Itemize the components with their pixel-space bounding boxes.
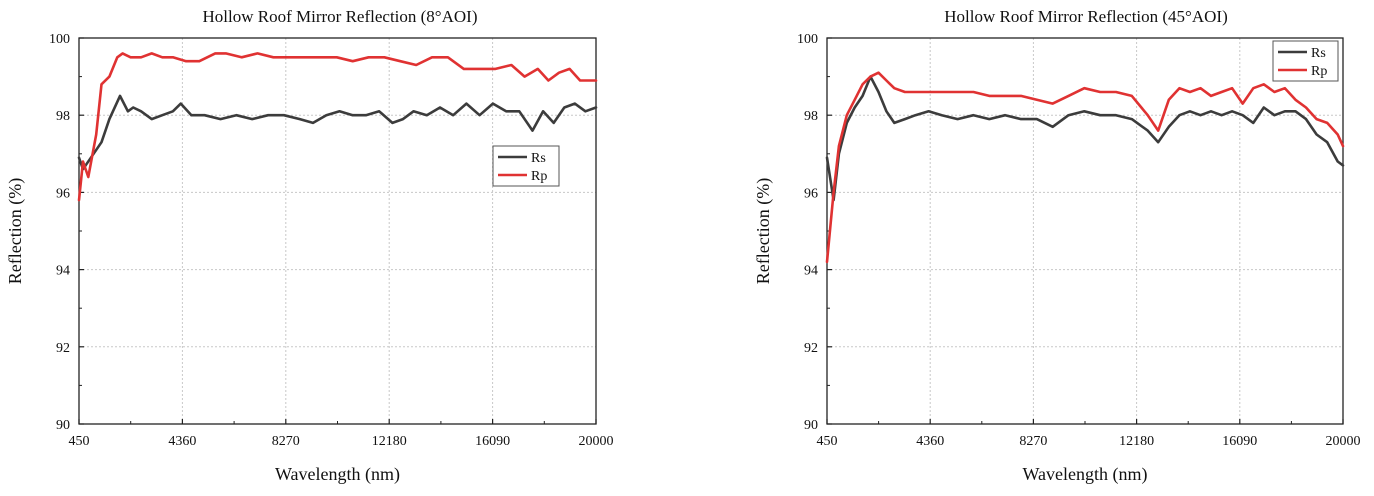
series-line-rs [825, 75, 1345, 202]
x-tick-label: 8270 [1019, 434, 1047, 449]
legend-label-rp: Rp [1311, 64, 1327, 79]
x-tick-label: 16090 [1222, 434, 1257, 449]
plot-frame [78, 37, 597, 425]
legend-label-rp: Rp [531, 169, 547, 184]
y-tick-label: 94 [56, 264, 70, 279]
x-tick-label: 20000 [1326, 434, 1361, 449]
y-tick-label: 98 [56, 109, 70, 124]
legend: Rs Rp [1272, 40, 1339, 82]
y-tick-label: 90 [56, 418, 70, 433]
plot-frame [826, 37, 1344, 425]
chart-1: Hollow Roof Mirror Reflection (8°AOI) 450… [5, 7, 614, 485]
x-tick-label: 8270 [272, 434, 300, 449]
x-tick-label: 12180 [372, 434, 407, 449]
y-axis-label: Reflection (%) [753, 178, 774, 284]
x-tick-label: 4360 [916, 434, 944, 449]
series-line-rp [77, 52, 598, 202]
legend-box [492, 145, 560, 187]
legend: Rs Rp [492, 145, 560, 187]
y-tick-label: 92 [56, 341, 70, 356]
gridlines [79, 38, 596, 424]
y-tick-label: 96 [804, 186, 818, 201]
legend-label-rs: Rs [1311, 46, 1326, 61]
x-tick-label: 16090 [475, 434, 510, 449]
y-tick-label: 100 [49, 32, 70, 47]
chart-title: Hollow Roof Mirror Reflection (8°AOI) [203, 7, 478, 26]
x-axis-label: Wavelength (nm) [275, 464, 400, 485]
series-line-rp [825, 71, 1345, 264]
x-tick-label: 4360 [168, 434, 196, 449]
y-tick-label: 98 [804, 109, 818, 124]
y-tick-label: 100 [797, 32, 818, 47]
y-tick-label: 96 [56, 186, 70, 201]
y-tick-label: 92 [804, 341, 818, 356]
x-axis-label: Wavelength (nm) [1022, 464, 1147, 485]
legend-box [1272, 40, 1339, 82]
x-tick-label: 450 [69, 434, 90, 449]
y-axis-label: Reflection (%) [5, 178, 26, 284]
x-tick-label: 450 [817, 434, 838, 449]
legend-label-rs: Rs [531, 151, 546, 166]
chart-title: Hollow Roof Mirror Reflection (45°AOI) [944, 7, 1227, 26]
chart-2: Hollow Roof Mirror Reflection (45°AOI) 45… [753, 7, 1361, 485]
y-tick-label: 90 [804, 418, 818, 433]
x-tick-label: 20000 [579, 434, 614, 449]
x-tick-label: 12180 [1119, 434, 1154, 449]
series-line-rs [77, 94, 598, 171]
gridlines [827, 38, 1343, 424]
y-tick-label: 94 [804, 264, 818, 279]
